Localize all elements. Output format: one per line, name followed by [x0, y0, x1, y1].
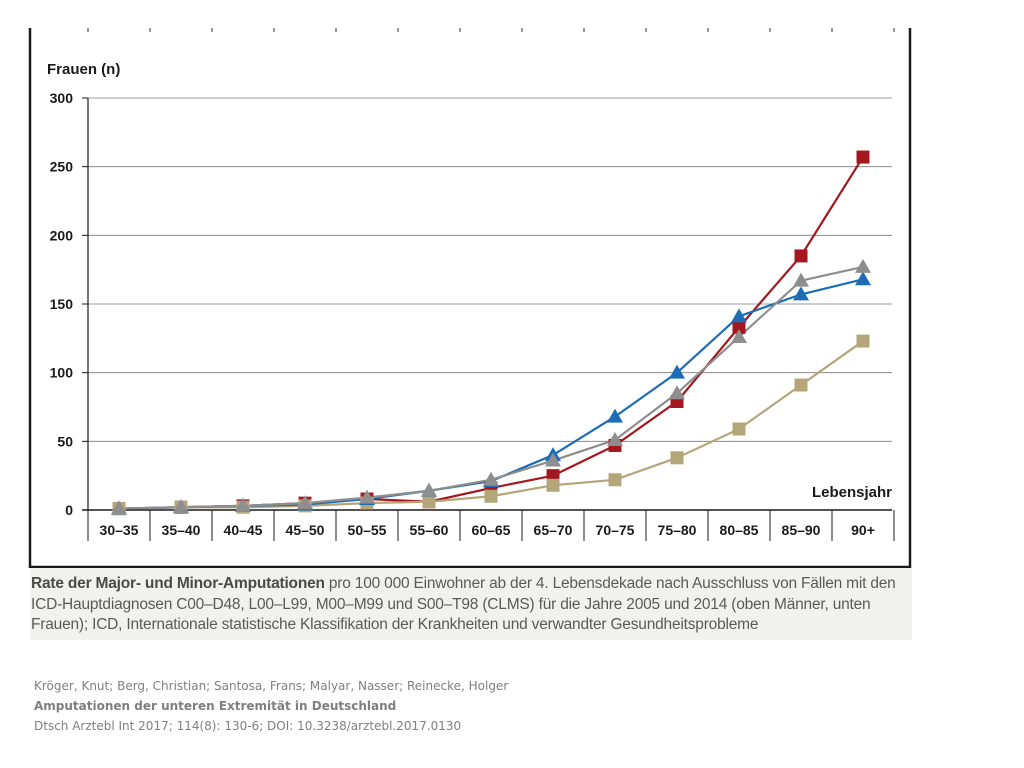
x-tick-label: 85–90: [782, 522, 821, 538]
top-axis-ticks: [87, 28, 895, 32]
line-chart: 0 50 100 150 200 250 300 30–35 35–40 40–45 45–50 5…: [28, 28, 912, 569]
citation-authors: Kröger, Knut; Berg, Christian; Santosa, …: [34, 679, 509, 693]
x-tick-label: 75–80: [658, 522, 697, 538]
data-point: [607, 431, 623, 446]
series-line: [118, 156, 864, 510]
y-tick-labels: 0 50 100 150 200 250 300: [50, 90, 74, 518]
x-tick-label: 35–40: [162, 522, 201, 538]
series-lines: [118, 156, 864, 510]
x-tick-label: 40–45: [224, 522, 263, 538]
caption-bold: Rate der Major- und Minor-Amputationen: [31, 575, 325, 592]
y-tick-label: 300: [50, 90, 74, 106]
x-tick-label: 45–50: [286, 522, 325, 538]
y-tick-label: 150: [50, 296, 74, 312]
data-point: [731, 328, 747, 343]
citation-title: Amputationen der unteren Extremität in D…: [34, 699, 397, 713]
chart-figure: 0 50 100 150 200 250 300 30–35 35–40 40–45 45–50 5…: [28, 28, 912, 569]
data-point: [173, 499, 189, 514]
data-point: [421, 482, 437, 497]
data-point: [422, 495, 436, 509]
x-axis-title: Lebensjahr: [812, 484, 892, 501]
x-tick-label: 60–65: [472, 522, 511, 538]
x-tick-label: 80–85: [720, 522, 759, 538]
data-point: [732, 422, 746, 436]
y-tick-label: 250: [50, 159, 74, 175]
data-point: [608, 473, 622, 487]
data-point: [669, 385, 685, 400]
data-point: [545, 452, 561, 467]
data-point: [732, 320, 746, 334]
x-tick-label: 70–75: [596, 522, 635, 538]
data-point: [731, 308, 747, 323]
data-point: [794, 249, 808, 263]
data-point: [607, 408, 623, 423]
x-tick-label: 30–35: [100, 522, 139, 538]
x-tick-label: 65–70: [534, 522, 573, 538]
data-point: [670, 451, 684, 465]
data-point: [855, 271, 871, 286]
data-point: [855, 258, 871, 273]
y-axis-title: Frauen (n): [47, 61, 120, 78]
x-tick-label: 50–55: [348, 522, 387, 538]
caption-background: [30, 568, 912, 640]
data-point: [235, 497, 251, 512]
y-tick-label: 50: [57, 433, 73, 449]
data-point: [794, 378, 808, 392]
data-point: [856, 150, 870, 164]
x-axis: 30–35 35–40 40–45 45–50 50–55 55–60 60–65 65–70…: [82, 509, 895, 541]
caption-text: pro 100 000 Einwohner ab der 4. Lebensde…: [31, 575, 896, 633]
y-tick-label: 0: [65, 502, 73, 518]
y-tick-label: 100: [50, 365, 74, 381]
series-markers: [111, 150, 871, 516]
data-point: [359, 489, 375, 504]
data-point: [297, 495, 313, 510]
x-tick-label: 55–60: [410, 522, 449, 538]
data-point: [546, 478, 560, 492]
x-tick-label: 90+: [851, 522, 875, 538]
gridlines: [82, 97, 892, 511]
data-point: [111, 500, 127, 515]
y-tick-label: 200: [50, 227, 74, 243]
data-point: [483, 471, 499, 486]
data-point: [856, 334, 870, 348]
figure-caption: Rate der Major- und Minor-Amputationen p…: [31, 574, 911, 636]
citation-journal: Dtsch Arztebl Int 2017; 114(8): 130-6; D…: [34, 719, 462, 733]
data-point: [793, 286, 809, 301]
data-point: [669, 364, 685, 379]
data-point: [484, 489, 498, 503]
data-point: [793, 272, 809, 287]
